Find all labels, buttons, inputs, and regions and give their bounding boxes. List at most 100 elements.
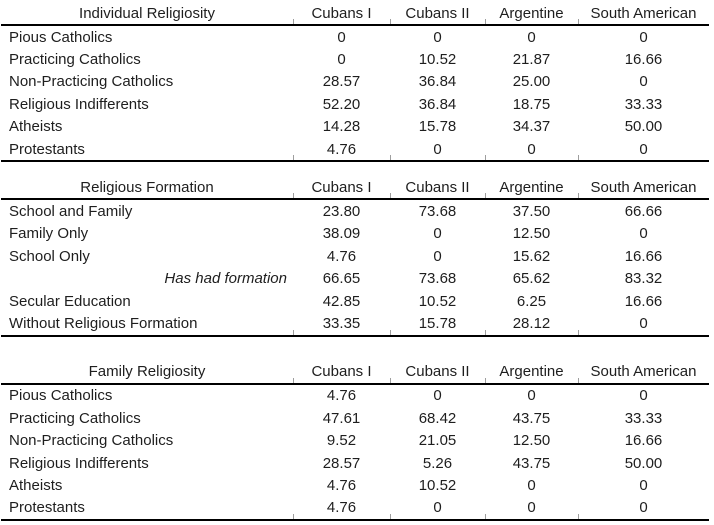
bottom-rule <box>1 514 709 522</box>
row-label: Family Only <box>9 225 89 243</box>
header-rule <box>1 377 709 385</box>
row-label: Non-Practicing Catholics <box>9 73 174 91</box>
column-divider-tick <box>390 19 391 24</box>
cell-value: 73.68 <box>418 270 457 288</box>
cell-value: 0 <box>527 28 536 46</box>
cell-value: 0 <box>337 51 346 69</box>
cell-value: 0 <box>433 247 442 265</box>
cell-value: 28.12 <box>512 314 551 332</box>
column-header: Cubans II <box>405 363 470 381</box>
cell-value: 0 <box>639 225 648 243</box>
cell-value: 43.75 <box>512 409 551 427</box>
row-label: Non-Practicing Catholics <box>9 432 174 450</box>
cell-value: 83.32 <box>624 270 663 288</box>
table-header-row: Family Religiosity Cubans I Cubans II Argen… <box>1 361 709 383</box>
cell-value: 0 <box>433 387 442 405</box>
cell-value: 0 <box>527 476 536 494</box>
cell-value: 4.76 <box>326 499 357 517</box>
column-header: Cubans I <box>311 363 372 381</box>
bottom-rule <box>1 329 709 337</box>
cell-value: 0 <box>639 28 648 46</box>
column-header: South American <box>590 178 697 196</box>
header-rule <box>1 19 709 26</box>
cell-value: 0 <box>639 314 648 332</box>
column-divider-tick <box>390 155 391 161</box>
row-label: Religious Indifferents <box>9 95 149 113</box>
cell-value: 12.50 <box>512 225 551 243</box>
cell-value: 15.62 <box>512 247 551 265</box>
cell-value: 0 <box>527 387 536 405</box>
table-religious-formation: Religious Formation Cubans I Cubans II Arge… <box>1 176 709 337</box>
cell-value: 43.75 <box>512 454 551 472</box>
table-row: Atheists 4.76 10.52 0 0 <box>1 474 709 496</box>
cell-value: 0 <box>639 140 648 158</box>
cell-value: 50.00 <box>624 118 663 136</box>
row-label: Religious Indifferents <box>9 454 149 472</box>
cell-value: 4.76 <box>326 476 357 494</box>
cell-value: 0 <box>337 28 346 46</box>
column-divider-tick <box>485 514 486 520</box>
cell-value: 4.76 <box>326 140 357 158</box>
cell-value: 12.50 <box>512 432 551 450</box>
table-row: Protestants 4.76 0 0 0 <box>1 497 709 519</box>
column-divider-tick <box>390 193 391 199</box>
table-row: Non-Practicing Catholics 28.57 36.84 25.00 0 <box>1 71 709 93</box>
cell-value: 6.25 <box>516 292 547 310</box>
column-divider-tick <box>578 329 579 335</box>
cell-value: 47.61 <box>322 409 361 427</box>
cell-value: 50.00 <box>624 454 663 472</box>
column-header: Cubans II <box>405 178 470 196</box>
table-row: Religious Indifferents 52.20 36.84 18.75 33.… <box>1 93 709 115</box>
column-divider-tick <box>578 377 579 383</box>
cell-value: 66.66 <box>624 203 663 221</box>
cell-value: 68.42 <box>418 409 457 427</box>
row-label: Atheists <box>9 118 63 136</box>
cell-value: 33.33 <box>624 95 663 113</box>
cell-value: 42.85 <box>322 292 361 310</box>
cell-value: 16.66 <box>624 51 663 69</box>
column-divider-tick <box>485 377 486 383</box>
cell-value: 0 <box>527 140 536 158</box>
table-header-row: Religious Formation Cubans I Cubans II Arge… <box>1 176 709 198</box>
cell-value: 18.75 <box>512 95 551 113</box>
column-divider-tick <box>485 329 486 335</box>
row-label: Protestants <box>9 140 85 158</box>
column-header: Cubans I <box>311 178 372 196</box>
row-label: Pious Catholics <box>9 28 113 46</box>
column-divider-tick <box>578 155 579 161</box>
column-divider-tick <box>293 193 294 199</box>
bottom-rule <box>1 155 709 163</box>
table-row: Without Religious Formation 33.35 15.78 28.… <box>1 312 709 334</box>
cell-value: 21.05 <box>418 432 457 450</box>
cell-value: 0 <box>639 73 648 91</box>
column-divider-tick <box>485 19 486 24</box>
cell-value: 14.28 <box>322 118 361 136</box>
column-divider-tick <box>578 19 579 24</box>
row-label: Practicing Catholics <box>9 51 141 69</box>
cell-value: 0 <box>639 499 648 517</box>
cell-value: 28.57 <box>322 454 361 472</box>
table-row: Secular Education 42.85 10.52 6.25 16.66 <box>1 290 709 312</box>
column-header: South American <box>590 4 697 22</box>
column-header: Argentine <box>499 4 564 22</box>
cell-value: 16.66 <box>624 247 663 265</box>
cell-value: 0 <box>639 476 648 494</box>
column-divider-tick <box>390 377 391 383</box>
cell-value: 16.66 <box>624 432 663 450</box>
table-row: Practicing Catholics 47.61 68.42 43.75 33.33 <box>1 407 709 429</box>
cell-value: 21.87 <box>512 51 551 69</box>
cell-value: 10.52 <box>418 51 457 69</box>
table-title: Individual Religiosity <box>79 4 215 22</box>
cell-value: 28.57 <box>322 73 361 91</box>
column-header: Cubans II <box>405 4 470 22</box>
cell-value: 10.52 <box>418 292 457 310</box>
cell-value: 23.80 <box>322 203 361 221</box>
table-family-religiosity: Family Religiosity Cubans I Cubans II Argen… <box>1 361 709 522</box>
row-label: School Only <box>9 247 90 265</box>
table-row: Practicing Catholics 0 10.52 21.87 16.66 <box>1 48 709 70</box>
column-header: Cubans I <box>311 4 372 22</box>
cell-value: 33.35 <box>322 314 361 332</box>
cell-value: 52.20 <box>322 95 361 113</box>
cell-value: 10.52 <box>418 476 457 494</box>
cell-value: 25.00 <box>512 73 551 91</box>
